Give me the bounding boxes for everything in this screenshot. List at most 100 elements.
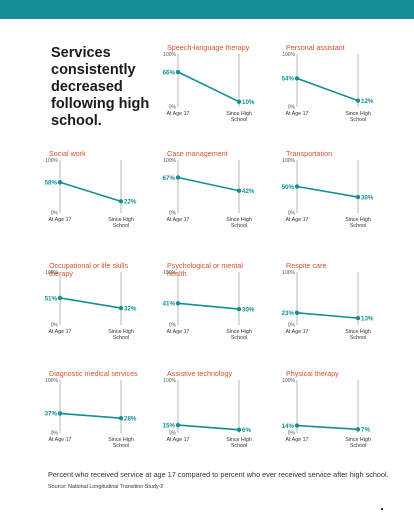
data-label: 67% <box>163 175 176 182</box>
y-tick-label: 100% <box>45 158 58 164</box>
data-label: 13% <box>361 315 374 322</box>
y-tick-label: 0% <box>169 211 177 217</box>
chart-title: Diagnostic medical services <box>49 369 138 378</box>
y-tick-label: 100% <box>163 378 176 384</box>
x-tick-label: Since High <box>108 217 134 223</box>
x-tick-label: School <box>231 335 247 341</box>
data-label: 37% <box>45 411 58 418</box>
x-tick-label: At Age 17 <box>167 217 190 223</box>
headline: Services consistently decreased followin… <box>51 45 150 129</box>
x-tick-label: School <box>231 223 247 229</box>
data-point <box>175 422 181 428</box>
y-tick-label: 100% <box>282 378 295 384</box>
x-tick-label: School <box>350 117 366 123</box>
data-point <box>355 98 361 103</box>
series-line <box>296 424 359 431</box>
x-tick-label: Since High <box>345 329 371 335</box>
chart-title: Social work <box>49 149 86 158</box>
y-tick-label: 0% <box>51 431 59 437</box>
y-tick-label: 100% <box>163 52 176 58</box>
chart-title: Case management <box>167 149 228 158</box>
x-tick-label: Since High <box>345 111 371 117</box>
y-tick-label: 0% <box>288 431 296 437</box>
x-tick-label: Since High <box>108 329 134 335</box>
y-tick-label: 0% <box>288 323 296 329</box>
data-point <box>175 69 181 75</box>
x-tick-label: At Age 17 <box>286 329 309 335</box>
y-tick-label: 100% <box>282 270 295 276</box>
y-tick-label: 100% <box>282 52 295 58</box>
chart-panel: Personal assistant 100% 0% 54% 12% At Age 17 S… <box>262 43 388 144</box>
x-tick-label: At Age 17 <box>167 329 190 335</box>
x-tick-label: At Age 17 <box>286 111 309 117</box>
x-tick-label: Since High <box>226 437 252 443</box>
data-label: 7% <box>361 427 370 434</box>
data-label: 28% <box>124 415 137 422</box>
x-tick-label: School <box>231 443 247 449</box>
data-point <box>57 411 63 416</box>
chart-panel: Respite care 100% 0% 23% 13% At Age 17 Since H… <box>262 261 388 362</box>
series-line <box>177 176 240 192</box>
chart-panel: Psychological or mental health 100% 0% 41% 3… <box>143 261 269 362</box>
chart-panel: Transportation 100% 0% 50% 30% At Age 17 Since… <box>262 149 388 250</box>
x-tick-label: Since High <box>226 111 252 117</box>
series-line <box>296 77 359 102</box>
data-label: 15% <box>163 422 176 429</box>
data-point <box>355 427 361 432</box>
data-label: 66% <box>163 69 176 76</box>
chart-panel: Assistive technology 100% 0% 15% 6% At Age 17… <box>143 369 269 470</box>
data-label: 41% <box>163 301 176 308</box>
data-point <box>236 427 242 433</box>
x-tick-label: School <box>350 223 366 229</box>
series-line <box>177 302 240 310</box>
data-point <box>236 99 242 104</box>
x-tick-label: At Age 17 <box>49 329 72 335</box>
data-point <box>118 305 124 311</box>
data-point <box>118 199 124 204</box>
chart-title: Respite care <box>286 261 327 270</box>
data-point <box>355 315 361 321</box>
data-point <box>57 180 63 185</box>
series-line <box>296 185 359 198</box>
x-tick-label: School <box>231 117 247 123</box>
data-label: 30% <box>361 194 374 201</box>
data-label: 10% <box>242 99 255 106</box>
x-tick-label: School <box>350 443 366 449</box>
x-tick-label: Since High <box>345 437 371 443</box>
data-label: 32% <box>124 305 137 312</box>
chart-panel: Speech-language therapy 100% 0% 66% 10% At Ag… <box>143 43 269 144</box>
chart-panel: Diagnostic medical services 100% 0% 37% 28% A… <box>25 369 151 470</box>
y-tick-label: 100% <box>282 158 295 164</box>
data-label: 22% <box>124 199 137 206</box>
chart-title: Occupational or life skills therapy <box>49 261 129 279</box>
y-tick-label: 0% <box>51 211 59 217</box>
series-line <box>177 424 240 431</box>
data-label: 42% <box>242 188 255 195</box>
data-label: 58% <box>45 180 58 187</box>
data-point <box>294 76 300 81</box>
data-label: 50% <box>282 184 295 191</box>
chart-title: Speech-language therapy <box>167 43 250 52</box>
y-tick-label: 0% <box>288 211 296 217</box>
x-tick-label: At Age 17 <box>286 217 309 223</box>
x-tick-label: School <box>113 335 129 341</box>
chart-title: Personal assistant <box>286 43 345 52</box>
series-line <box>59 181 122 203</box>
data-point <box>236 306 242 312</box>
x-tick-label: At Age 17 <box>167 437 190 443</box>
y-tick-label: 100% <box>163 158 176 164</box>
data-point <box>175 301 181 306</box>
y-tick-label: 100% <box>45 378 58 384</box>
data-point <box>355 194 361 200</box>
data-point <box>118 415 124 421</box>
y-tick-label: 0% <box>169 323 177 329</box>
data-label: 6% <box>242 427 251 434</box>
chart-panel: Physical therapy 100% 0% 14% 7% At Age 17 Sinc… <box>262 369 388 470</box>
data-label: 12% <box>361 98 374 105</box>
